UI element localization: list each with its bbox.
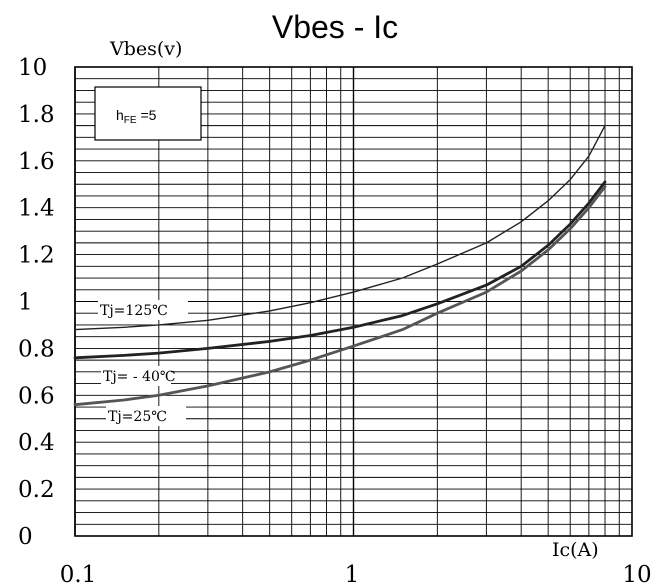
y-tick-label: 0.4 — [18, 430, 55, 456]
x-tick-label: 0.1 — [60, 562, 97, 587]
y-tick-label: 0.6 — [18, 383, 55, 409]
series-line — [73, 180, 607, 360]
chart-title: Vbes - Ic — [272, 9, 398, 45]
hfe-annotation-box — [94, 86, 202, 141]
y-axis-label: Vbes(v) — [109, 38, 182, 60]
x-tick-labels: 0.1 1 10 — [60, 562, 652, 587]
y-tick-label: 1.2 — [18, 243, 55, 269]
series-label-bg — [101, 366, 171, 386]
hfe-annotation: hFE =5 — [94, 86, 202, 141]
series-label: Tj=25℃ — [108, 409, 167, 425]
series-label: Tj= - 40℃ — [103, 369, 176, 385]
series-line — [74, 124, 606, 331]
y-tick-label: 1 — [18, 290, 33, 316]
y-tick-label: 10 — [18, 55, 47, 81]
x-tick-label: 1 — [345, 562, 360, 587]
y-tick-label: 0 — [18, 524, 33, 550]
plot-frame — [74, 66, 633, 537]
series-label-bg — [106, 406, 186, 426]
y-tick-label: 1.4 — [18, 196, 55, 222]
x-axis-label: Ic(A) — [552, 539, 599, 561]
series-label: Tj=125℃ — [100, 303, 168, 319]
y-tick-label: 1.8 — [18, 102, 55, 128]
series-line — [73, 185, 607, 407]
hfe-value: =5 — [137, 107, 157, 123]
y-tick-label: 0.2 — [18, 477, 55, 503]
series-label-bg — [98, 300, 188, 320]
x-tick-label: 10 — [622, 562, 651, 587]
y-tick-label: 1.6 — [18, 149, 55, 175]
y-tick-labels: 0 0.2 0.4 0.6 0.8 1 1.2 1.4 1.6 1.8 10 — [18, 55, 55, 550]
hfe-subscript: FE — [124, 115, 137, 126]
y-tick-label: 0.8 — [18, 336, 55, 362]
series-layer: Tj=125℃ Tj= - 40℃ Tj=25℃ — [73, 124, 607, 426]
hfe-prefix: h — [116, 107, 124, 123]
hfe-annotation-text: hFE =5 — [116, 107, 157, 126]
